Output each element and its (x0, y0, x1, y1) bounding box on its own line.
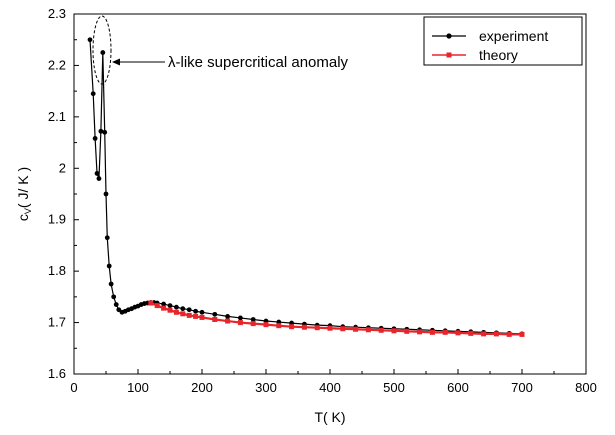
data-point-experiment (87, 37, 93, 43)
y-tick-label: 2.1 (48, 109, 66, 124)
legend-label-experiment: experiment (479, 28, 548, 44)
data-point-experiment (180, 306, 186, 312)
data-point-theory (250, 321, 256, 327)
data-point-theory (493, 331, 499, 337)
data-point-theory (263, 322, 269, 328)
x-tick-label: 700 (511, 380, 533, 395)
x-tick-label: 200 (191, 380, 213, 395)
data-point-experiment (106, 263, 112, 269)
data-point-theory (429, 329, 435, 335)
data-point-theory (161, 305, 167, 311)
data-point-experiment (161, 301, 167, 307)
data-point-experiment (199, 309, 205, 315)
y-axis-ticks: 1.6 1.7 1.8 1.9 2 2.1 2.2 2.3 (48, 6, 79, 381)
annotation-arrow-head (112, 58, 120, 66)
y-tick-label: 2 (59, 160, 66, 175)
data-point-theory (186, 312, 192, 318)
x-tick-label: 400 (319, 380, 341, 395)
legend-marker-theory (446, 52, 452, 58)
data-point-theory (506, 331, 512, 337)
data-point-experiment (102, 129, 108, 135)
data-point-theory (442, 329, 448, 335)
data-point-theory (481, 331, 487, 337)
data-point-theory (212, 316, 218, 322)
data-point-theory (340, 326, 346, 332)
data-point-theory (519, 331, 525, 337)
legend-marker-experiment (446, 33, 452, 39)
series-line-theory (150, 302, 522, 336)
series-theory (148, 300, 525, 337)
data-point-theory (237, 320, 243, 326)
anomaly-ellipse (92, 15, 112, 85)
series-line-experiment (89, 39, 523, 335)
data-point-theory (180, 311, 186, 317)
data-point-experiment (108, 281, 114, 287)
data-point-theory (276, 323, 282, 329)
data-point-theory (154, 303, 160, 309)
y-tick-label: 1.7 (48, 315, 66, 330)
y-axis-label-main: c (15, 214, 31, 221)
x-tick-label: 0 (70, 380, 77, 395)
y-tick-label: 2.3 (48, 6, 66, 21)
data-point-experiment (193, 308, 199, 314)
x-tick-label: 800 (575, 380, 597, 395)
series-experiment (87, 37, 525, 337)
data-point-experiment (116, 307, 122, 313)
data-point-theory (468, 330, 474, 336)
data-point-theory (167, 307, 173, 313)
data-point-experiment (238, 315, 243, 321)
data-point-theory (378, 327, 384, 333)
y-axis-label: cV( J/ K ) (15, 167, 33, 221)
data-point-experiment (90, 91, 96, 97)
y-tick-label: 1.6 (48, 366, 66, 381)
x-tick-label: 300 (255, 380, 277, 395)
data-point-experiment (98, 128, 104, 134)
data-point-experiment (103, 191, 109, 197)
x-tick-label: 100 (127, 380, 149, 395)
y-axis-label-rest: ( J/ K ) (15, 167, 31, 208)
y-tick-label: 1.8 (48, 263, 66, 278)
data-point-experiment (212, 311, 218, 317)
x-tick-label: 500 (383, 380, 405, 395)
data-point-experiment (225, 314, 231, 319)
x-axis-ticks: 0 100 200 300 400 500 600 700 800 (70, 369, 597, 395)
data-point-theory (289, 324, 295, 330)
data-point-theory (148, 300, 154, 306)
data-point-experiment (96, 176, 102, 181)
annotation-text: λ-like supercritical anomaly (168, 54, 349, 71)
y-tick-label: 1.9 (48, 212, 66, 227)
data-point-theory (193, 313, 199, 319)
data-point-experiment (113, 302, 119, 307)
data-point-experiment (111, 294, 117, 300)
data-point-theory (365, 327, 371, 333)
data-point-theory (314, 325, 320, 331)
data-point-theory (417, 329, 423, 335)
data-point-experiment (92, 136, 98, 141)
data-point-experiment (94, 171, 100, 176)
data-point-theory (391, 328, 397, 334)
y-tick-label: 2.2 (48, 57, 66, 72)
data-point-theory (225, 318, 231, 324)
x-tick-label: 600 (447, 380, 469, 395)
legend-label-theory: theory (479, 47, 518, 63)
data-point-theory (455, 330, 461, 336)
data-point-experiment (250, 317, 256, 322)
data-point-experiment (104, 235, 110, 241)
data-point-theory (404, 328, 410, 334)
y-axis-label-sub: V (23, 208, 33, 214)
data-point-experiment (100, 50, 106, 55)
data-point-theory (353, 326, 359, 332)
series-layer (87, 37, 525, 337)
data-point-experiment (167, 303, 173, 308)
data-point-experiment (174, 304, 179, 310)
data-point-theory (301, 324, 307, 330)
data-point-theory (327, 325, 333, 331)
x-axis-label: T( K) (314, 409, 345, 425)
data-point-theory (199, 314, 205, 320)
legend: experiment theory (423, 16, 583, 66)
data-point-experiment (186, 307, 192, 313)
data-point-theory (173, 309, 179, 315)
